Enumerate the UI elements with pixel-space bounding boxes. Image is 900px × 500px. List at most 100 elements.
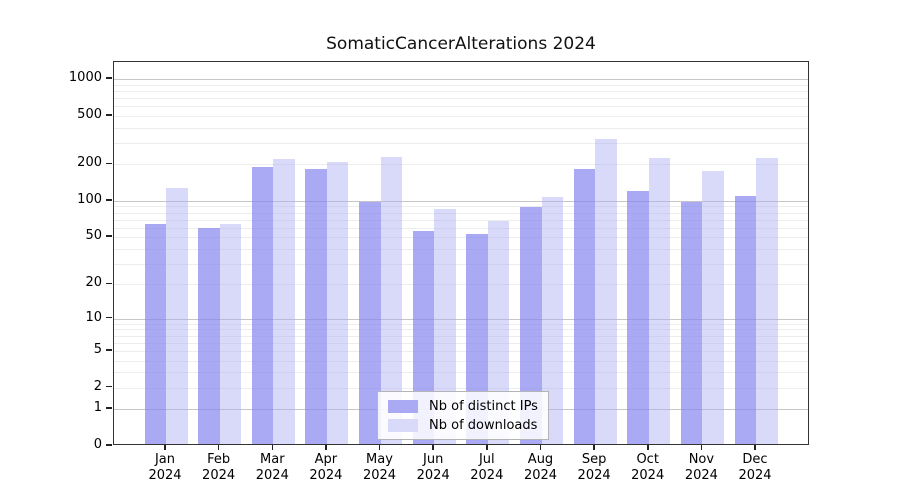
x-tick-label: Mar 2024 xyxy=(255,452,289,483)
bar-ips xyxy=(680,202,703,444)
y-tick-mark xyxy=(106,77,112,79)
x-tick-mark xyxy=(754,445,756,450)
y-tick-mark xyxy=(106,385,112,388)
x-tick-mark xyxy=(432,445,434,450)
y-tick-mark xyxy=(106,282,112,285)
x-tick-label: Feb 2024 xyxy=(202,452,236,483)
y-tick-mark xyxy=(106,316,112,319)
bar-downloads xyxy=(595,139,617,444)
x-tick-mark xyxy=(539,445,542,450)
chart-title: SomaticCancerAlterations 2024 xyxy=(326,34,596,54)
bar-downloads xyxy=(434,208,456,444)
plot-area xyxy=(113,61,809,445)
gridline-minor xyxy=(114,206,808,208)
y-tick-mark xyxy=(106,444,112,446)
gridline-minor xyxy=(114,219,808,221)
gridline-major xyxy=(114,200,808,202)
bar-downloads xyxy=(487,220,510,444)
x-tick-label: Jun 2024 xyxy=(416,452,450,483)
bar-downloads xyxy=(648,158,671,444)
bar-downloads xyxy=(756,158,778,444)
bar-ips xyxy=(359,201,381,444)
y-tick-label: 1000 xyxy=(68,70,102,86)
legend-item: Nb of downloads xyxy=(384,416,542,434)
y-tick-mark xyxy=(106,162,112,165)
y-tick-label: 100 xyxy=(77,191,102,207)
bar-ips xyxy=(144,224,166,444)
gridline-minor xyxy=(114,248,808,250)
gridline-minor xyxy=(114,372,808,374)
legend-swatch-icon xyxy=(388,418,418,432)
bar-ips xyxy=(251,167,274,444)
legend-label: Nb of distinct IPs xyxy=(429,398,538,414)
gridline-minor xyxy=(114,284,808,286)
x-tick-label: Nov 2024 xyxy=(684,452,718,483)
y-tick-mark xyxy=(106,235,112,237)
gridline-minor xyxy=(114,98,808,99)
bar-ips xyxy=(573,169,596,444)
gridline-minor xyxy=(114,164,808,166)
x-tick-label: May 2024 xyxy=(362,452,397,483)
y-tick-label: 50 xyxy=(85,228,102,244)
x-tick-mark xyxy=(325,445,327,450)
gridline-minor xyxy=(114,84,808,86)
x-tick-mark xyxy=(378,445,381,450)
gridline-minor xyxy=(114,237,808,239)
gridline-minor xyxy=(114,387,808,389)
gridline-major xyxy=(114,79,808,81)
gridline-minor xyxy=(114,106,808,108)
gridline-minor xyxy=(114,142,808,144)
bar-downloads xyxy=(219,224,242,444)
gridline-minor xyxy=(114,115,808,117)
bar-downloads xyxy=(702,170,724,444)
legend-item: Nb of distinct IPs xyxy=(384,397,542,415)
bar-downloads xyxy=(273,158,295,444)
y-tick-label: 200 xyxy=(77,155,102,171)
gridline-minor xyxy=(114,263,808,265)
gridline-minor xyxy=(114,323,808,325)
x-tick-label: Aug 2024 xyxy=(523,452,558,483)
bar-ips xyxy=(305,168,327,444)
y-tick-mark xyxy=(106,114,112,116)
bar-ips xyxy=(627,191,649,444)
y-tick-label: 0 xyxy=(93,437,102,452)
bar-ips xyxy=(734,196,756,444)
y-tick-label: 1 xyxy=(93,400,102,416)
y-tick-label: 10 xyxy=(85,309,102,325)
bar-downloads xyxy=(326,162,349,444)
x-tick-label: Dec 2024 xyxy=(738,452,772,483)
x-tick-label: Apr 2024 xyxy=(309,452,343,483)
x-tick-mark xyxy=(700,445,703,450)
gridline-minor xyxy=(114,342,808,344)
gridline-minor xyxy=(114,335,808,337)
bar-downloads xyxy=(166,188,188,444)
y-tick-label: 500 xyxy=(77,106,102,122)
bar-ips xyxy=(520,206,542,444)
x-tick-label: Jul 2024 xyxy=(470,452,504,483)
gridline-minor xyxy=(114,90,808,92)
x-tick-mark xyxy=(647,445,649,450)
y-tick-mark xyxy=(106,407,112,409)
gridline-major xyxy=(114,318,808,320)
gridline-minor xyxy=(114,350,808,352)
y-tick-mark xyxy=(106,199,112,201)
x-tick-mark xyxy=(486,445,488,450)
bar-ips xyxy=(198,228,220,444)
x-tick-mark xyxy=(271,445,273,450)
bar-downloads xyxy=(380,156,402,444)
x-tick-mark xyxy=(217,445,220,450)
x-tick-label: Oct 2024 xyxy=(631,452,665,483)
legend: Nb of distinct IPs Nb of downloads xyxy=(377,391,549,440)
bar-downloads xyxy=(541,196,563,444)
legend-swatch-icon xyxy=(388,399,418,413)
y-tick-label: 5 xyxy=(93,341,102,357)
gridline-minor xyxy=(114,227,808,229)
x-tick-mark xyxy=(164,445,166,450)
gridline-minor xyxy=(114,212,808,214)
y-tick-mark xyxy=(106,349,112,351)
bar-ips xyxy=(412,231,435,444)
x-tick-mark xyxy=(593,445,595,450)
y-tick-label: 2 xyxy=(93,378,102,394)
legend-label: Nb of downloads xyxy=(429,417,538,433)
